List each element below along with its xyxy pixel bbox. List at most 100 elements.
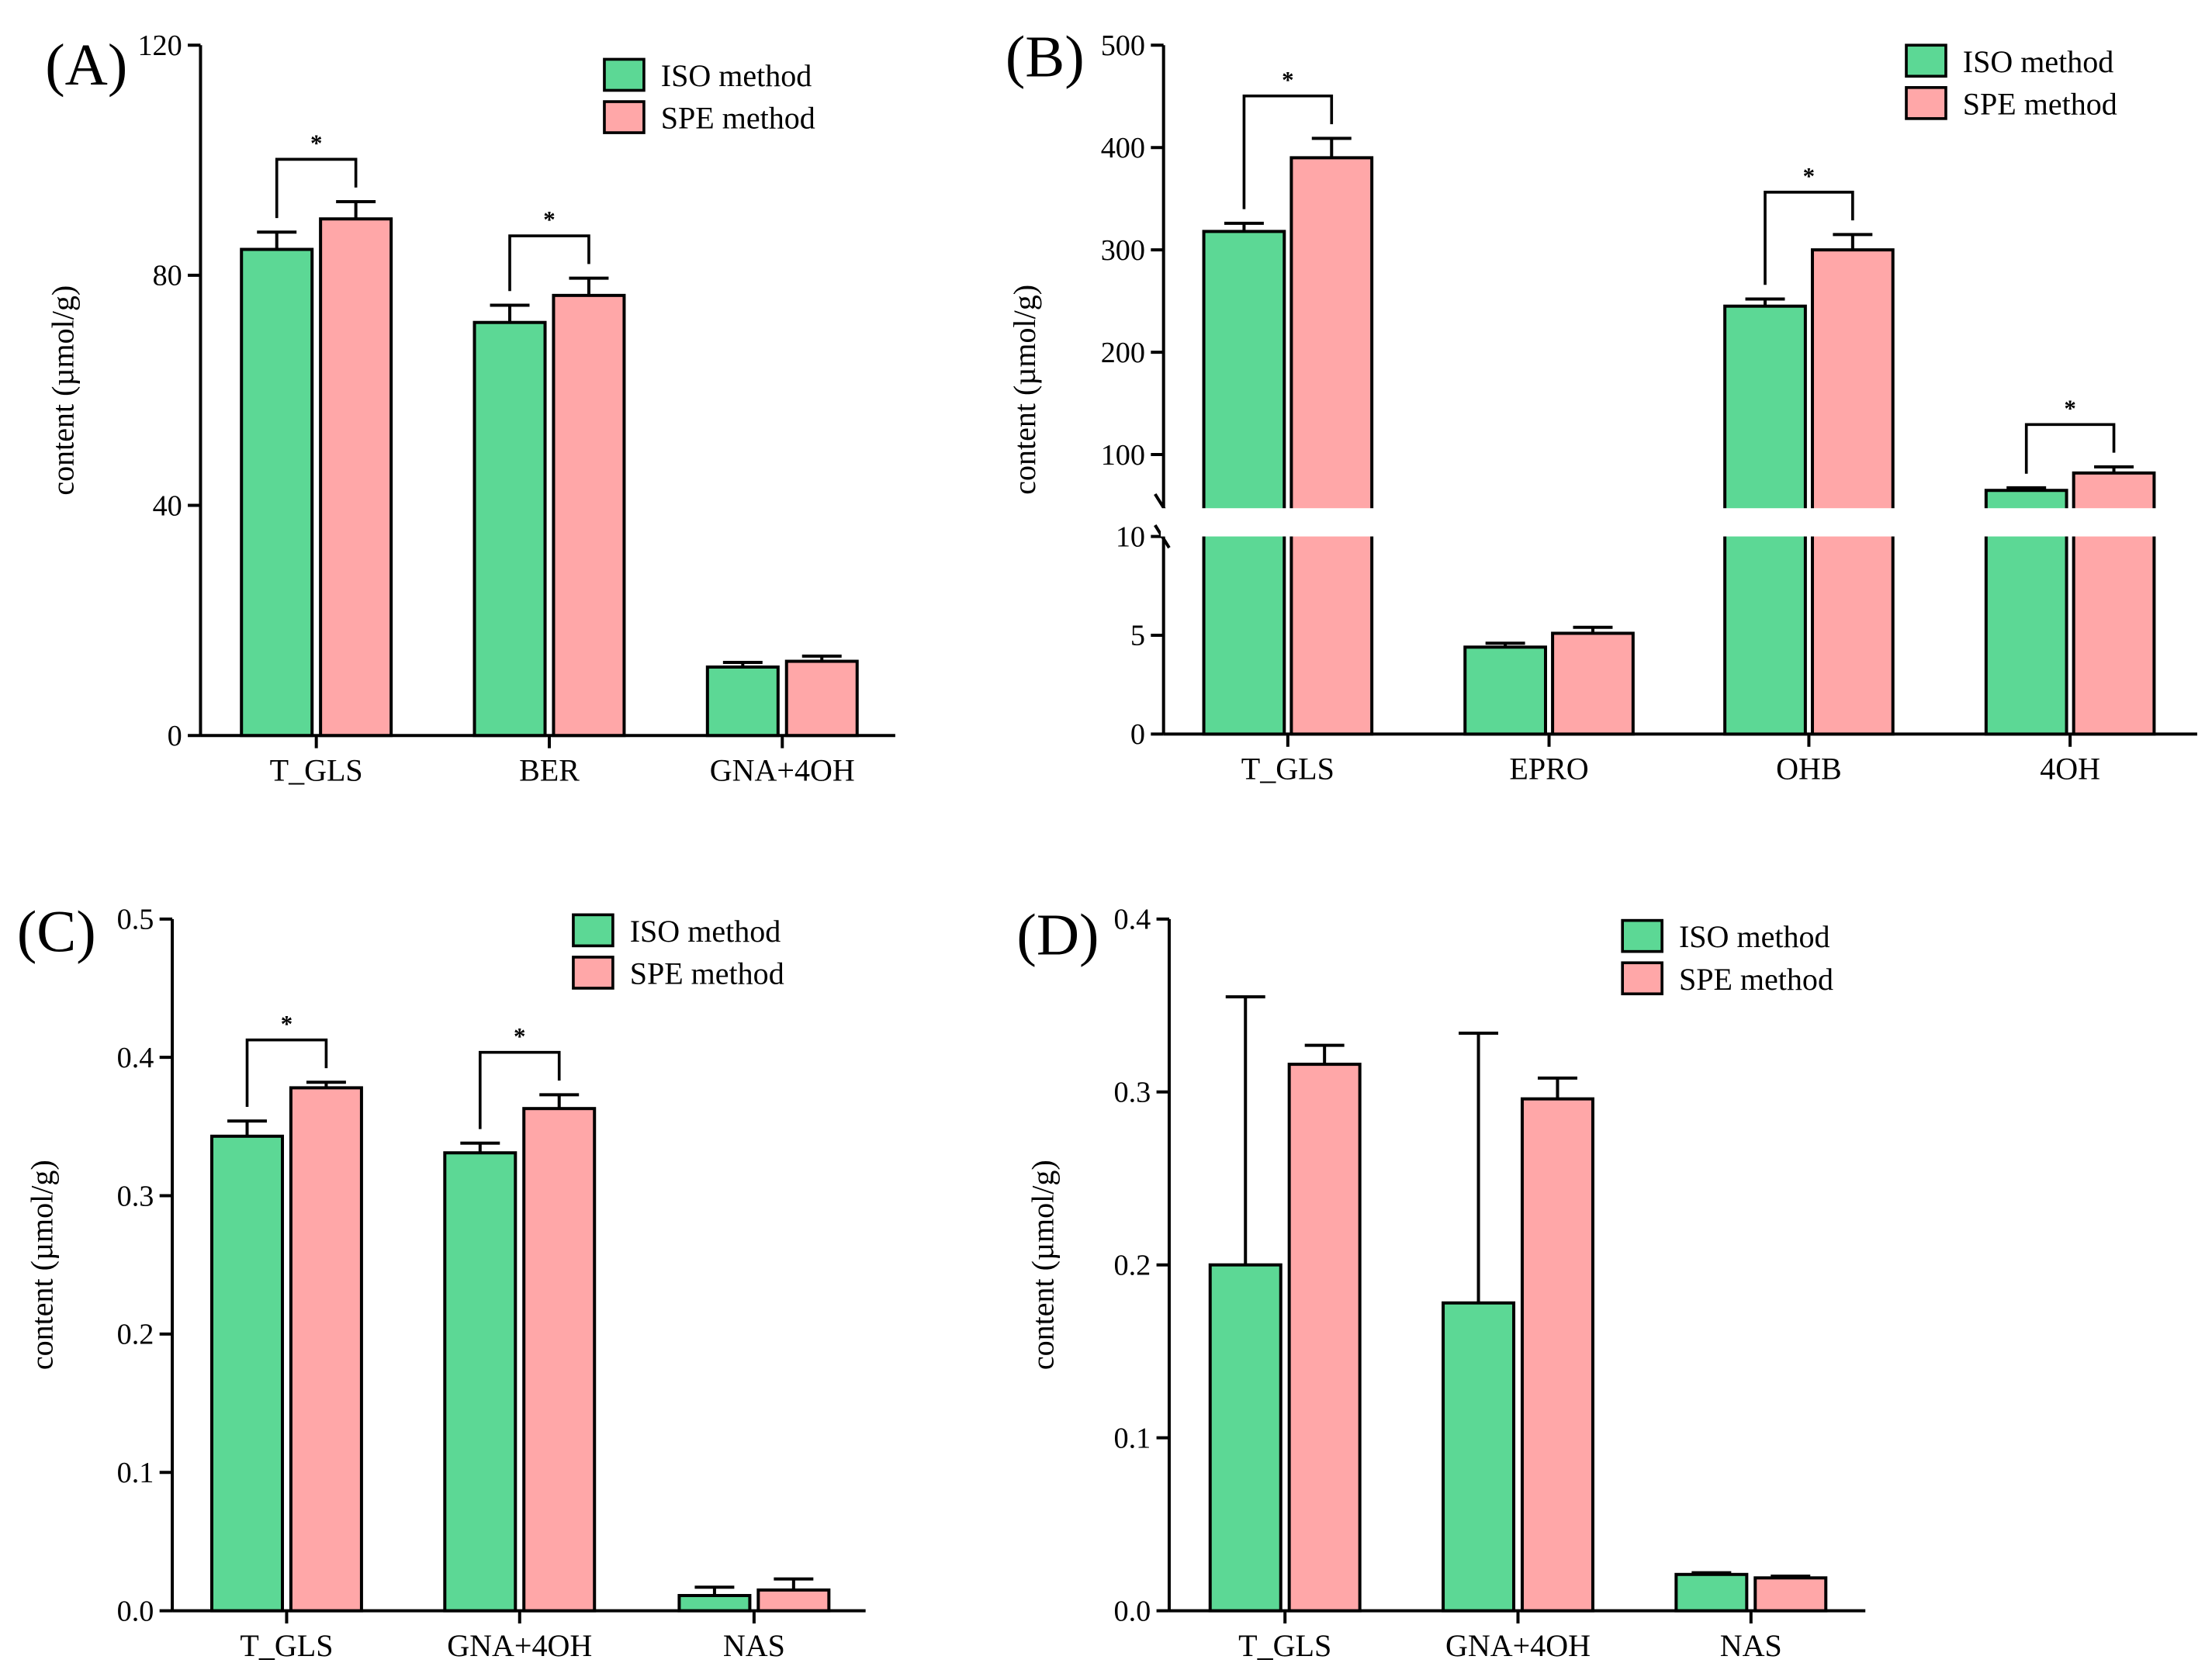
bar-spe-1 [319,217,393,738]
bar-spe-2 [1520,1097,1594,1613]
bar-spe-2 [1551,631,1635,736]
y-tick-label: 0.4 [117,1042,154,1074]
panel-label: (C) [17,899,96,965]
y-axis-label: content (µmol/g) [1026,1160,1061,1370]
bar-iso-3 [677,1593,752,1613]
legend-label: ISO method [1679,919,1830,954]
y-axis-label: content (µmol/g) [1007,285,1042,495]
legend-swatch-iso [1621,918,1663,953]
y-tick-label: 500 [1101,29,1145,62]
bar-iso-1 [209,1134,285,1613]
y-tick-label: 200 [1101,337,1145,369]
significance-bracket [2024,423,2116,474]
y-tick-label: 0.1 [1114,1422,1151,1454]
axis-break-gap [1161,508,2203,537]
legend: ISO method SPE method [1905,43,2117,121]
x-tick-label: OHB [1776,752,1842,787]
x-tick-label: T_GLS [1238,1628,1331,1663]
bar-spe-3 [756,1588,831,1613]
chart-panel-4: (D) content (µmol/g) 0.0 0.1 0.2 0.3 0.4 T_GLS G… [1016,901,1866,1663]
y-tick-label: 0.3 [1114,1077,1151,1109]
y-tick-label: 0 [1130,718,1145,751]
x-tick-label: EPRO [1509,752,1588,787]
y-axis-label: content (µmol/g) [46,285,81,496]
legend-swatch-spe [572,956,614,990]
significance-star: * [310,129,322,156]
x-tick-label: T_GLS [240,1628,333,1663]
y-tick-label: 80 [153,260,182,292]
panel-label: (A) [45,32,127,98]
x-tick-label: T_GLS [1241,752,1334,787]
significance-bracket [508,234,590,292]
bars [1202,137,2156,736]
legend-label: SPE method [630,956,784,991]
axes [1156,917,1866,1623]
bar-iso-3 [705,665,780,738]
bar-iso-1 [1202,230,1286,736]
significance-star: * [1282,66,1293,93]
legend-label: ISO method [1963,44,2114,79]
y-tick-label: 0 [168,720,182,752]
bars [1208,995,1828,1613]
y-tick-label: 0.0 [117,1595,154,1627]
chart-panel-2: (B) content (µmol/g) 0 5 10 100 200 300 400 500 T_… [1006,23,2203,787]
y-tick-label: 400 [1101,132,1145,164]
x-tick-label: GNA+4OH [1445,1628,1591,1663]
y-tick-label: 0.4 [1114,904,1151,936]
bars [240,199,859,738]
bar-spe-3 [784,659,859,738]
legend-label: ISO method [630,914,781,949]
y-axis-label: content (µmol/g) [24,1160,59,1370]
significance-bracket [478,1050,561,1129]
legend-swatch-spe [603,100,646,134]
significance-star: * [1803,162,1815,189]
significance-bracket [245,1038,328,1108]
significance-star: * [281,1010,293,1037]
x-tick-label: BER [519,752,580,787]
bar-spe-3 [1753,1576,1828,1613]
significance-bracket [275,157,358,219]
legend-label: SPE method [1679,962,1833,997]
bar-spe-1 [1287,1063,1362,1613]
bar-iso-2 [473,320,547,738]
y-tick-label: 0.2 [117,1319,154,1351]
y-tick-label: 0.1 [117,1457,154,1489]
chart-panel-3: (C) content (µmol/g) 0.0 0.1 0.2 0.3 0.4 0.5 T_G… [17,899,866,1663]
bars [209,1080,831,1613]
bar-spe-1 [1289,156,1374,736]
bar-spe-3 [1810,248,1895,736]
bar-iso-3 [1674,1572,1749,1613]
bar-iso-1 [240,247,314,738]
bar-iso-2 [443,1151,518,1613]
bar-iso-1 [1208,1263,1283,1613]
panel-label: (B) [1006,23,1085,89]
legend-label: SPE method [1963,86,2117,121]
legend-label: ISO method [661,58,812,93]
x-tick-label: NAS [723,1628,785,1663]
x-tick-label: T_GLS [270,752,363,787]
bar-iso-2 [1442,1301,1516,1613]
bar-iso-2 [1463,645,1547,736]
legend-swatch-iso [603,57,646,92]
y-tick-label: 0.0 [1114,1595,1151,1627]
y-tick-label: 10 [1116,520,1145,553]
significance-bracket [1242,94,1334,209]
significance-star: * [543,206,555,233]
significance-bracket [1764,190,1854,285]
legend-swatch-iso [1905,43,1947,78]
legend-swatch-iso [572,913,614,948]
bar-spe-1 [289,1086,363,1613]
panel-label: (D) [1016,901,1099,967]
significance-star: * [514,1022,525,1049]
bar-spe-2 [552,293,626,738]
legend: ISO method SPE method [1621,918,1833,997]
significance-star: * [2064,394,2075,421]
y-tick-label: 100 [1101,439,1145,472]
x-tick-label: GNA+4OH [710,752,855,787]
y-tick-label: 300 [1101,234,1145,267]
legend: ISO method SPE method [572,913,784,991]
legend-swatch-spe [1621,961,1663,996]
y-tick-label: 0.2 [1114,1249,1151,1281]
y-tick-label: 40 [153,489,182,522]
